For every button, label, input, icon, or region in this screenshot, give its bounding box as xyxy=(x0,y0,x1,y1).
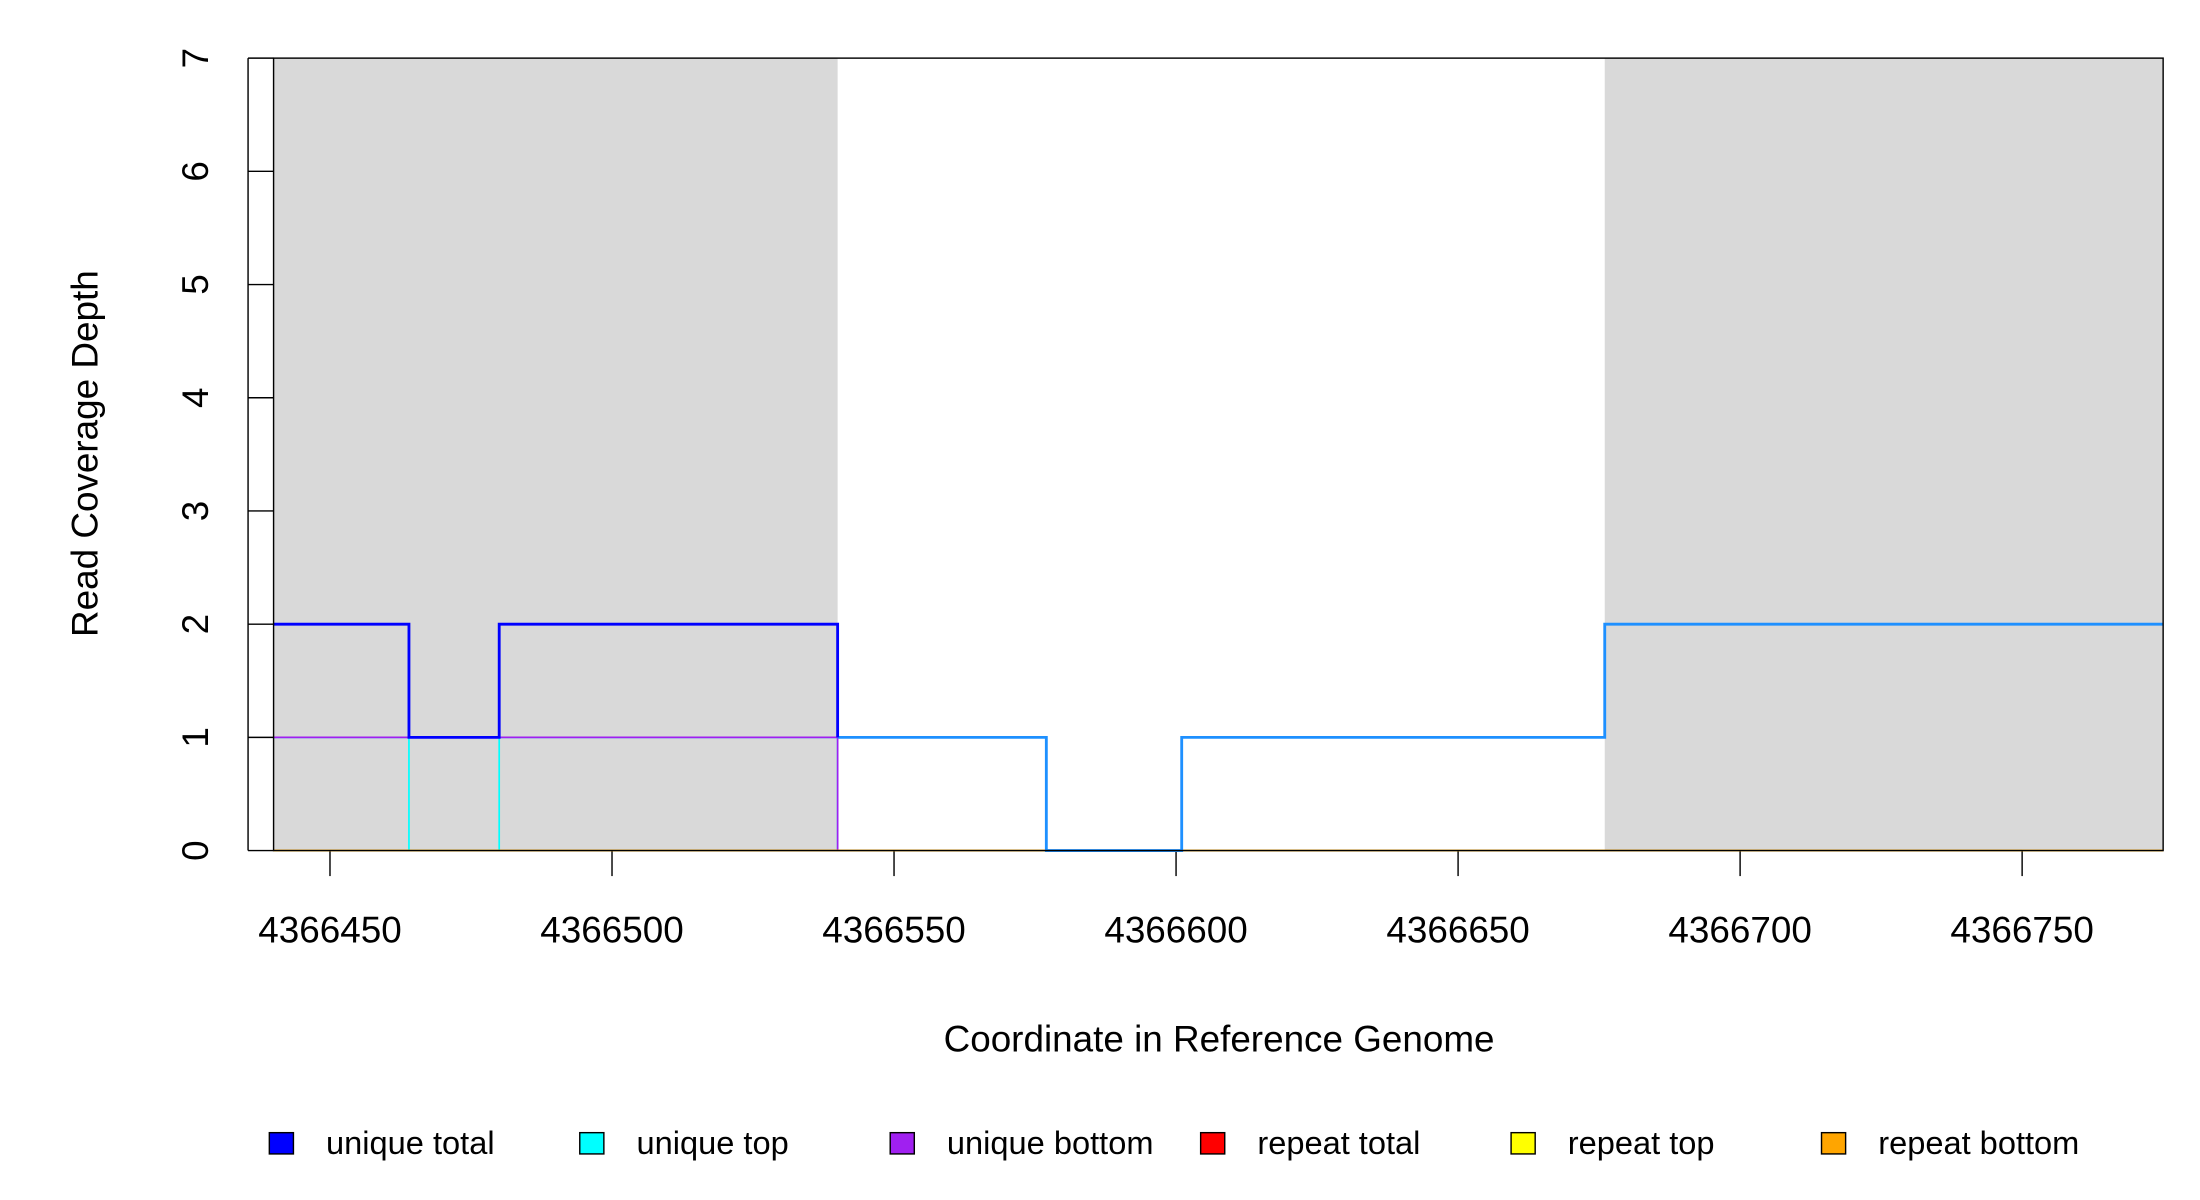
step-line xyxy=(273,622,840,739)
legend-swatch xyxy=(579,1131,605,1155)
shaded-region xyxy=(273,58,838,851)
x-tick-label: 4366650 xyxy=(1386,910,1529,951)
legend-label: repeat bottom xyxy=(1878,1124,2079,1161)
y-tick-label: 0 xyxy=(175,840,216,861)
y-tick-label: 1 xyxy=(175,727,216,748)
y-tick-label: 5 xyxy=(175,274,216,295)
y-tick-label: 2 xyxy=(175,614,216,635)
legend-label: unique bottom xyxy=(947,1124,1154,1161)
legend-swatch xyxy=(1199,1131,1226,1155)
shaded-region xyxy=(1604,58,2164,851)
x-tick-label: 4366500 xyxy=(540,910,683,951)
x-tick-label: 4366550 xyxy=(822,910,965,951)
legend-label: repeat top xyxy=(1568,1124,1715,1161)
plot-frame xyxy=(272,57,2164,852)
x-axis-label: Coordinate in Reference Genome xyxy=(944,1019,1495,1060)
x-tick-label: 4366750 xyxy=(1950,910,2093,951)
x-tick-label: 4366700 xyxy=(1668,910,1811,951)
y-tick-label: 3 xyxy=(175,501,216,522)
legend-label: unique total xyxy=(326,1124,495,1161)
legend-swatch xyxy=(1510,1131,1536,1155)
legend-swatch xyxy=(889,1131,916,1155)
legend-swatch xyxy=(1820,1131,1847,1155)
legend-label: repeat total xyxy=(1257,1124,1420,1161)
x-tick-label: 4366450 xyxy=(258,910,401,951)
y-axis-label: Read Coverage Depth xyxy=(65,270,106,637)
y-tick-label: 6 xyxy=(175,161,216,182)
step-line xyxy=(837,622,2164,852)
y-tick-label: 7 xyxy=(175,48,216,69)
legend-swatch xyxy=(268,1131,295,1155)
legend-label: unique top xyxy=(636,1124,788,1161)
x-tick-label: 4366600 xyxy=(1104,910,1247,951)
y-tick-label: 4 xyxy=(175,387,216,408)
